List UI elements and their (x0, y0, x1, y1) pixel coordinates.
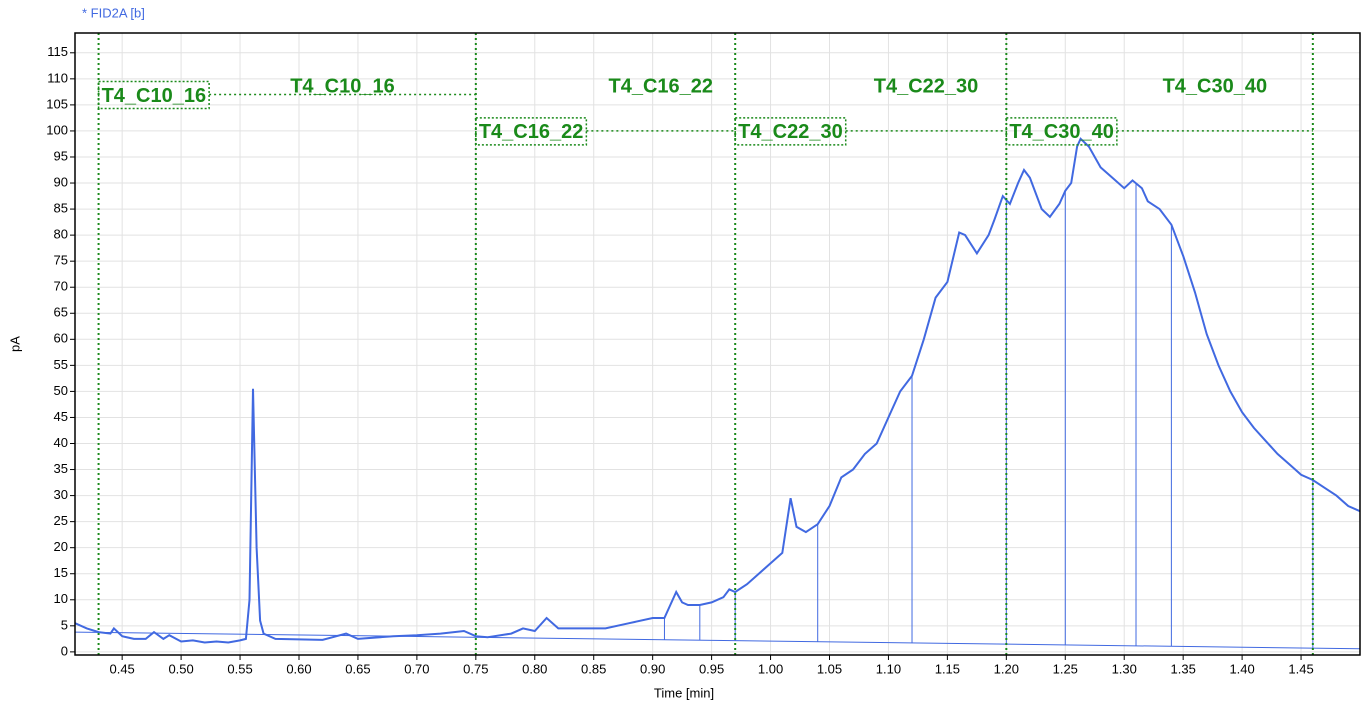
x-axis-label: Time [min] (654, 685, 714, 700)
x-tick-label: 0.95 (699, 661, 724, 676)
y-tick-label: 110 (47, 70, 68, 85)
y-tick-label: 85 (54, 201, 68, 216)
y-tick-label: 105 (46, 96, 68, 111)
y-tick-label: 10 (54, 591, 68, 606)
x-tick-label: 1.15 (935, 661, 960, 676)
region-title: T4_C16_22 (609, 75, 714, 97)
region-label: T4_C30_40 (1009, 121, 1114, 143)
y-tick-label: 25 (54, 513, 68, 528)
x-tick-label: 0.50 (168, 661, 193, 676)
region-label: T4_C16_22 (479, 121, 584, 143)
x-tick-label: 1.30 (1112, 661, 1137, 676)
x-tick-label: 1.10 (876, 661, 901, 676)
x-tick-label: 1.40 (1229, 661, 1254, 676)
chart-title: * FID2A [b] (82, 5, 145, 20)
plot-frame (74, 32, 1361, 656)
region-label: T4_C10_16 (102, 85, 207, 107)
region-title: T4_C22_30 (874, 75, 979, 97)
y-tick-label: 70 (54, 279, 68, 294)
x-tick-label: 0.75 (463, 661, 488, 676)
y-tick-label: 55 (54, 357, 68, 372)
x-tick-label: 0.80 (522, 661, 547, 676)
region-box (97, 80, 210, 110)
y-tick-label: 115 (47, 44, 68, 59)
y-tick-label: 90 (54, 174, 68, 189)
y-tick-label: 20 (54, 539, 68, 554)
x-tick-label: 0.45 (109, 661, 134, 676)
x-tick-label: 1.25 (1053, 661, 1078, 676)
x-tick-label: 0.90 (640, 661, 665, 676)
x-tick-label: 1.05 (817, 661, 842, 676)
y-tick-label: 75 (54, 253, 68, 268)
y-tick-label: 45 (54, 409, 68, 424)
y-tick-label: 15 (54, 565, 68, 580)
y-tick-label: 40 (54, 435, 68, 450)
y-tick-label: 100 (46, 122, 68, 137)
x-tick-label: 0.60 (286, 661, 311, 676)
region-title: T4_C30_40 (1163, 75, 1268, 97)
y-tick-label: 60 (54, 331, 68, 346)
trace (75, 137, 1360, 644)
y-tick-label: 0 (61, 643, 68, 658)
y-tick-label: 30 (54, 487, 68, 502)
y-tick-label: 80 (54, 227, 68, 242)
region-label: T4_C22_30 (738, 121, 843, 143)
plot (75, 137, 1360, 650)
x-tick-label: 0.65 (345, 661, 370, 676)
y-tick-label: 95 (54, 148, 68, 163)
x-tick-label: 1.35 (1171, 661, 1196, 676)
region-title: T4_C10_16 (290, 75, 395, 97)
x-tick-label: 0.85 (581, 661, 606, 676)
x-tick-label: 0.70 (404, 661, 429, 676)
y-tick-label: 65 (54, 305, 68, 320)
x-tick-label: 1.20 (994, 661, 1019, 676)
x-tick-label: 1.00 (758, 661, 783, 676)
y-tick-label: 35 (54, 461, 68, 476)
x-tick-label: 0.55 (227, 661, 252, 676)
baseline (75, 631, 1360, 650)
y-tick-label: 50 (54, 383, 68, 398)
y-tick-label: 5 (61, 617, 68, 632)
y-axis-label: pA (7, 336, 22, 352)
x-tick-label: 1.45 (1288, 661, 1313, 676)
